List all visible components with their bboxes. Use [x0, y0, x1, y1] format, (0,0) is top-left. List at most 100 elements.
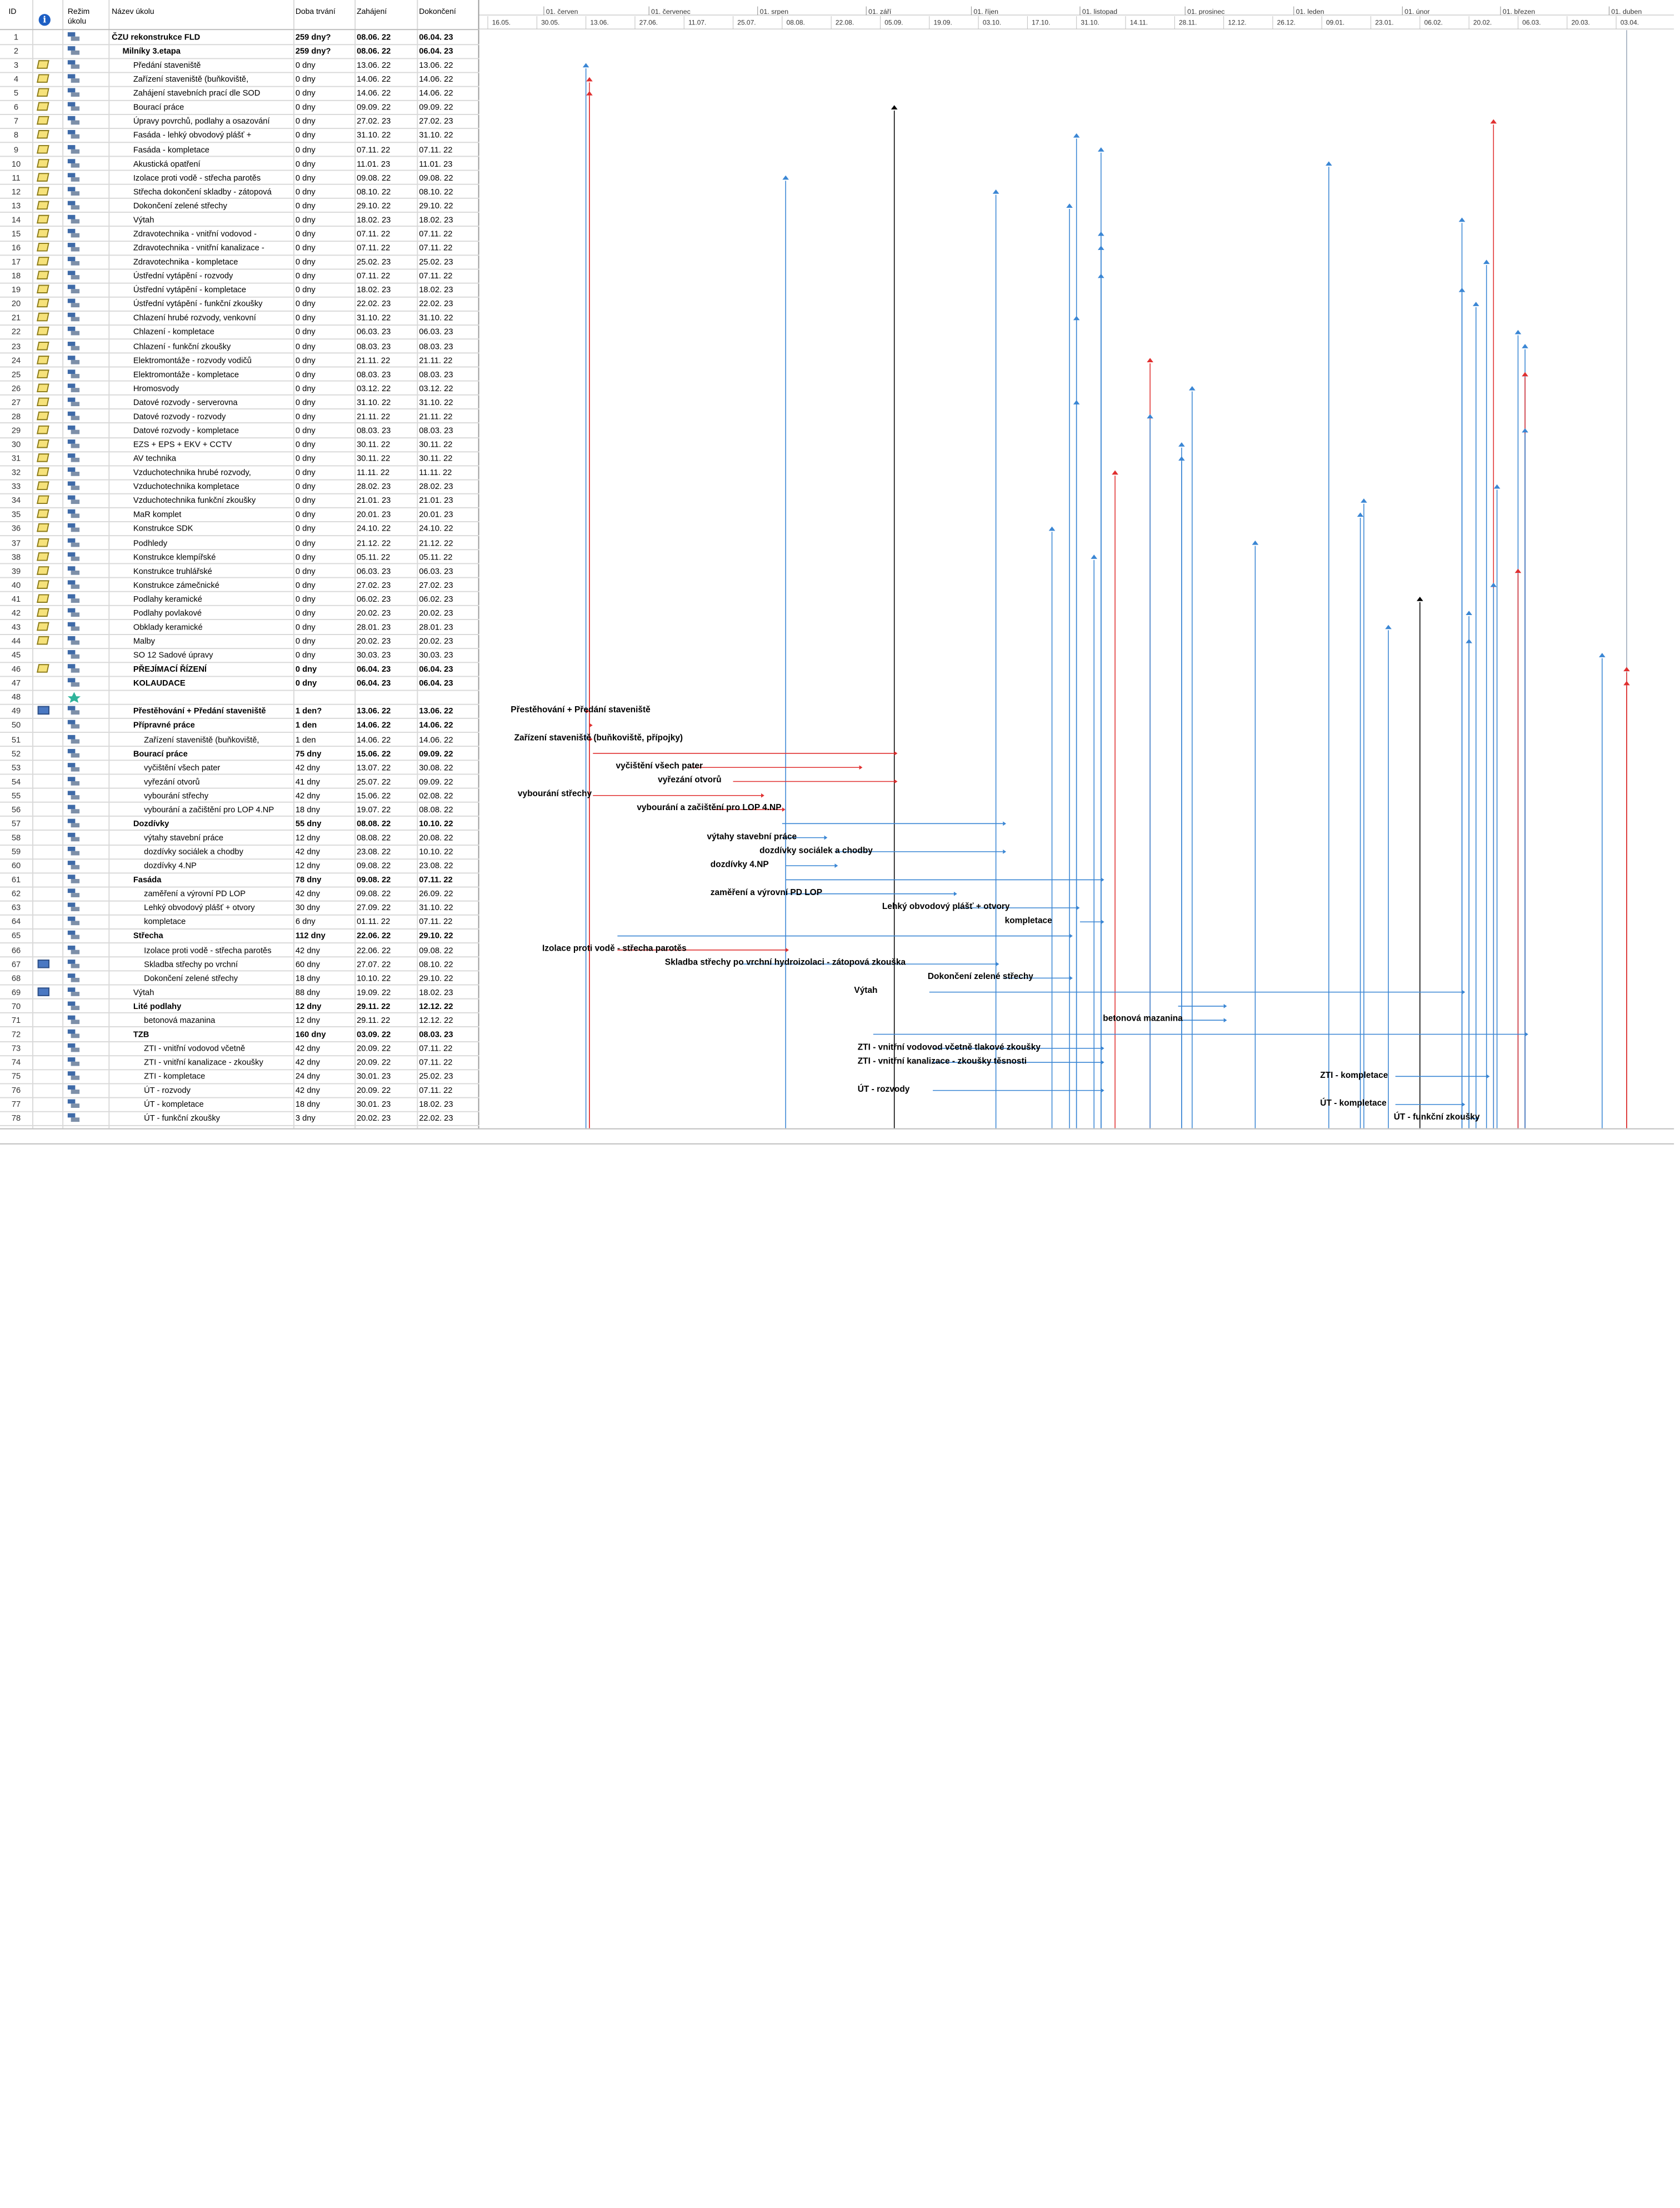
task-start[interactable]: 06.03. 23 — [357, 566, 391, 576]
task-start[interactable]: 19.07. 22 — [357, 805, 391, 815]
task-name[interactable]: ÚT - rozvody — [144, 1085, 191, 1096]
task-name[interactable]: Dokončení zelené střechy — [133, 201, 227, 211]
col-header-start[interactable]: Zahájení — [357, 6, 387, 17]
task-start[interactable]: 14.06. 22 — [357, 734, 391, 745]
task-finish[interactable]: 08.03. 23 — [419, 425, 453, 436]
task-name[interactable]: ÚT - funkční zkoušky — [144, 1113, 221, 1123]
task-finish[interactable]: 08.10. 22 — [419, 959, 453, 969]
gantt-label[interactable]: betonová mazanina — [1103, 1013, 1183, 1023]
note-icon[interactable] — [37, 425, 51, 435]
task-name[interactable]: Ústřední vytápění - rozvody — [133, 271, 233, 281]
col-header-finish[interactable]: Dokončení — [419, 6, 456, 17]
task-name[interactable]: Datové rozvody - serverovna — [133, 397, 238, 407]
task-start[interactable]: 21.11. 22 — [357, 355, 391, 365]
task-row[interactable]: 26 Hromosvody 0 dny 03.12. 22 03.12. 22 — [0, 381, 479, 395]
task-duration[interactable]: 0 dny — [295, 622, 316, 632]
task-start[interactable]: 27.02. 23 — [357, 580, 391, 590]
task-duration[interactable]: 0 dny — [295, 481, 316, 492]
task-name[interactable]: Obklady keramické — [133, 622, 203, 632]
task-start[interactable]: 20.02. 23 — [357, 636, 391, 646]
task-duration[interactable]: 3 dny — [295, 1113, 316, 1123]
task-duration[interactable]: 0 dny — [295, 439, 316, 449]
task-finish[interactable]: 09.08. 22 — [419, 172, 453, 183]
task-name[interactable]: Fasáda - kompletace — [133, 144, 209, 154]
task-finish[interactable]: 06.04. 23 — [419, 32, 453, 42]
task-finish[interactable]: 29.10. 22 — [419, 973, 453, 983]
task-name[interactable]: MaR komplet — [133, 509, 182, 519]
task-name[interactable]: Ústřední vytápění - funkční zkoušky — [133, 299, 263, 309]
task-duration[interactable]: 42 dny — [295, 945, 320, 955]
task-duration[interactable]: 0 dny — [295, 523, 316, 534]
task-start[interactable]: 24.10. 22 — [357, 523, 391, 534]
task-row[interactable]: 70 Lité podlahy 12 dny 29.11. 22 12.12. 22 — [0, 999, 479, 1013]
task-start[interactable]: 21.11. 22 — [357, 411, 391, 421]
task-start[interactable]: 22.06. 22 — [357, 931, 391, 941]
task-finish[interactable]: 07.11. 22 — [419, 228, 453, 239]
task-name[interactable]: Malby — [133, 636, 156, 646]
task-finish[interactable]: 08.03. 23 — [419, 1029, 453, 1040]
info-icon[interactable]: i — [38, 14, 51, 26]
task-duration[interactable]: 0 dny — [295, 594, 316, 604]
task-finish[interactable]: 30.11. 22 — [419, 453, 453, 463]
task-duration[interactable]: 12 dny — [295, 1015, 320, 1025]
task-duration[interactable]: 88 dny — [295, 987, 320, 997]
note-icon[interactable] — [37, 622, 51, 632]
note-icon[interactable] — [37, 327, 51, 337]
task-row[interactable]: 15 Zdravotechnika - vnitřní vodovod - 0 dn… — [0, 227, 479, 241]
task-row[interactable]: 29 Datové rozvody - kompletace 0 dny 08.03.… — [0, 423, 479, 437]
task-finish[interactable]: 30.08. 22 — [419, 762, 453, 772]
task-name[interactable]: Konstrukce SDK — [133, 523, 193, 534]
task-name[interactable]: Předání staveniště — [133, 60, 201, 70]
task-duration[interactable]: 0 dny — [295, 116, 316, 127]
task-row[interactable]: 53 vyčištění všech pater 42 dny 13.07. 22 30… — [0, 761, 479, 775]
gantt-label[interactable]: dozdívky sociálek a chodby — [759, 845, 873, 855]
task-row[interactable]: 68 Dokončení zelené střechy 18 dny 10.10. 2… — [0, 971, 479, 985]
task-finish[interactable]: 08.03. 23 — [419, 341, 453, 351]
task-finish[interactable]: 10.10. 22 — [419, 818, 453, 828]
task-row[interactable]: 22 Chlazení - kompletace 0 dny 06.03. 23 06.… — [0, 325, 479, 339]
note-icon[interactable] — [37, 453, 51, 463]
task-row[interactable]: 4 Zařízení staveniště (buňkoviště, 0 dny 14… — [0, 72, 479, 86]
task-duration[interactable]: 0 dny — [295, 425, 316, 436]
task-row[interactable]: 32 Vzduchotechnika hrubé rozvody, 0 dny 11.… — [0, 466, 479, 479]
task-start[interactable]: 18.02. 23 — [357, 284, 391, 295]
note-icon[interactable] — [37, 369, 51, 379]
task-start[interactable]: 09.08. 22 — [357, 888, 391, 899]
task-duration[interactable]: 0 dny — [295, 243, 316, 253]
task-finish[interactable]: 09.09. 22 — [419, 776, 453, 787]
task-row[interactable]: 51 Zařízení staveniště (buňkoviště, 1 den 1… — [0, 732, 479, 746]
note-icon[interactable] — [37, 228, 51, 238]
task-name[interactable]: Střecha dokončení skladby - zátopová — [133, 187, 272, 197]
task-finish[interactable]: 08.03. 23 — [419, 369, 453, 379]
task-name[interactable]: Lité podlahy — [133, 1001, 182, 1011]
task-row[interactable]: 27 Datové rozvody - serverovna 0 dny 31.10.… — [0, 395, 479, 409]
task-finish[interactable]: 07.11. 22 — [419, 917, 453, 927]
note-icon[interactable] — [37, 537, 51, 547]
task-row[interactable]: 41 Podlahy keramické 0 dny 06.02. 23 06.02. … — [0, 592, 479, 606]
task-row[interactable]: 73 ZTI - vnitřní vodovod včetně 42 dny 20.0… — [0, 1041, 479, 1055]
task-finish[interactable]: 18.02. 23 — [419, 987, 453, 997]
task-finish[interactable]: 14.06. 22 — [419, 720, 453, 731]
task-duration[interactable]: 259 dny? — [295, 32, 331, 42]
task-duration[interactable]: 55 dny — [295, 818, 322, 828]
task-row[interactable]: 54 vyřezání otvorů 41 dny 25.07. 22 09.09. 2… — [0, 775, 479, 788]
task-finish[interactable]: 08.10. 22 — [419, 187, 453, 197]
task-row[interactable]: 44 Malby 0 dny 20.02. 23 20.02. 23 — [0, 634, 479, 648]
task-name[interactable]: EZS + EPS + EKV + CCTV — [133, 439, 232, 449]
task-finish[interactable]: 21.12. 22 — [419, 537, 453, 548]
task-finish[interactable]: 07.11. 22 — [419, 271, 453, 281]
task-name[interactable]: Podhledy — [133, 537, 168, 548]
task-finish[interactable]: 28.01. 23 — [419, 622, 453, 632]
task-start[interactable]: 11.11. 22 — [357, 467, 390, 477]
task-finish[interactable]: 31.10. 22 — [419, 130, 453, 141]
gantt-label[interactable]: vybourání a začištění pro LOP 4.NP — [637, 803, 782, 813]
task-name[interactable]: Zdravotechnika - vnitřní vodovod - — [133, 228, 257, 239]
task-name[interactable]: Přestěhování + Předání staveniště — [133, 706, 266, 716]
task-name[interactable]: dozdívky 4.NP — [144, 861, 197, 871]
task-start[interactable]: 27.07. 22 — [357, 959, 391, 969]
col-header-id[interactable]: ID — [8, 6, 17, 17]
task-finish[interactable]: 13.06. 22 — [419, 706, 453, 716]
gantt-label[interactable]: vybourání střechy — [517, 789, 592, 799]
task-row[interactable]: 25 Elektromontáže - kompletace 0 dny 08.03.… — [0, 367, 479, 381]
task-finish[interactable]: 21.01. 23 — [419, 496, 453, 506]
